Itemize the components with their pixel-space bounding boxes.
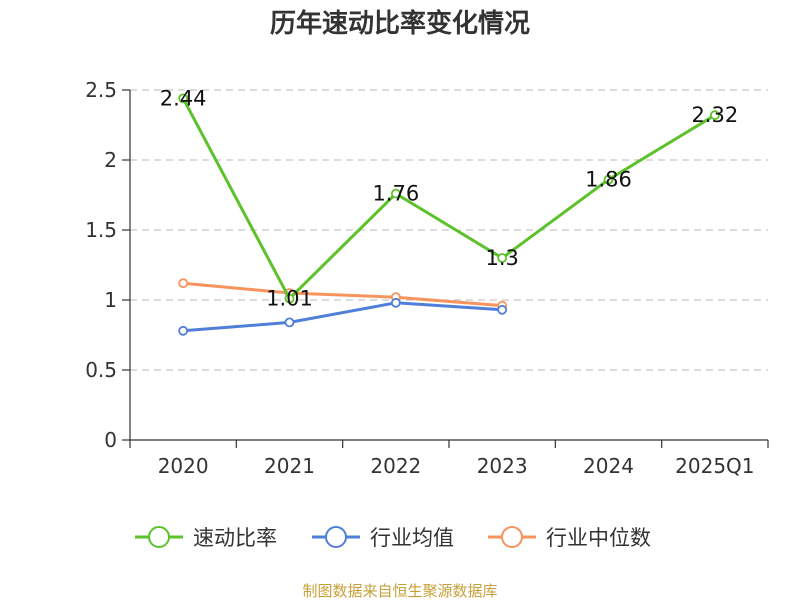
x-tick-label: 2024	[583, 454, 634, 478]
legend-swatch-marker	[148, 526, 170, 548]
data-label: 1.86	[585, 168, 632, 192]
data-point	[178, 325, 189, 336]
y-tick-label: 0	[104, 428, 117, 452]
data-point	[497, 304, 508, 315]
series-1	[178, 297, 508, 336]
y-tick-label: 1	[104, 288, 117, 312]
data-point	[497, 253, 508, 263]
x-tick-label: 2022	[370, 454, 421, 478]
y-tick-label: 0.5	[85, 358, 117, 382]
data-point	[284, 293, 295, 304]
series-line	[183, 301, 503, 333]
legend-label: 速动比率	[193, 526, 277, 550]
series-0	[178, 93, 720, 304]
series-line	[183, 281, 503, 308]
axes: 0 0.5 1 1.5 2 2.5 2020 2021 2022 2023 2024 2025Q1	[85, 78, 769, 478]
data-label: 1.01	[266, 287, 313, 311]
data-point	[603, 174, 614, 185]
y-tick-label: 2.5	[85, 78, 117, 102]
data-label: 2.32	[691, 103, 738, 127]
legend-swatch-marker	[325, 526, 347, 548]
legend-swatch-marker	[501, 526, 523, 548]
source-note: 制图数据来自恒生聚源数据库	[302, 582, 497, 600]
legend-label: 行业中位数	[546, 526, 651, 550]
y-tick-label: 1.5	[85, 218, 117, 242]
legend-item: 速动比率	[135, 526, 277, 550]
data-point	[178, 93, 189, 104]
x-tick-label: 2021	[264, 454, 315, 478]
legend-item: 行业均值	[312, 526, 454, 550]
legend-item: 行业中位数	[488, 526, 651, 550]
data-labels: 2.44 1.01 1.76 1.3 1.86 2.32	[160, 86, 738, 310]
data-label: 1.3	[485, 246, 518, 270]
chart-title: 历年速动比率变化情况	[270, 8, 530, 39]
data-point	[178, 278, 189, 289]
data-label: 1.76	[372, 182, 419, 206]
x-tick-label: 2023	[477, 454, 528, 478]
series-layer	[178, 93, 720, 336]
data-point	[390, 188, 401, 199]
legend-label: 行业均值	[370, 526, 454, 550]
data-point	[709, 110, 720, 121]
y-tick-label: 2	[104, 148, 117, 172]
x-tick-label: 2025Q1	[675, 454, 754, 478]
data-point	[284, 317, 295, 328]
data-point	[390, 297, 401, 308]
series-2	[178, 278, 508, 311]
x-tick-label: 2020	[158, 454, 209, 478]
data-label: 2.44	[160, 86, 207, 110]
series-line	[181, 97, 716, 301]
legend: 速动比率 行业均值 行业中位数	[135, 526, 651, 550]
